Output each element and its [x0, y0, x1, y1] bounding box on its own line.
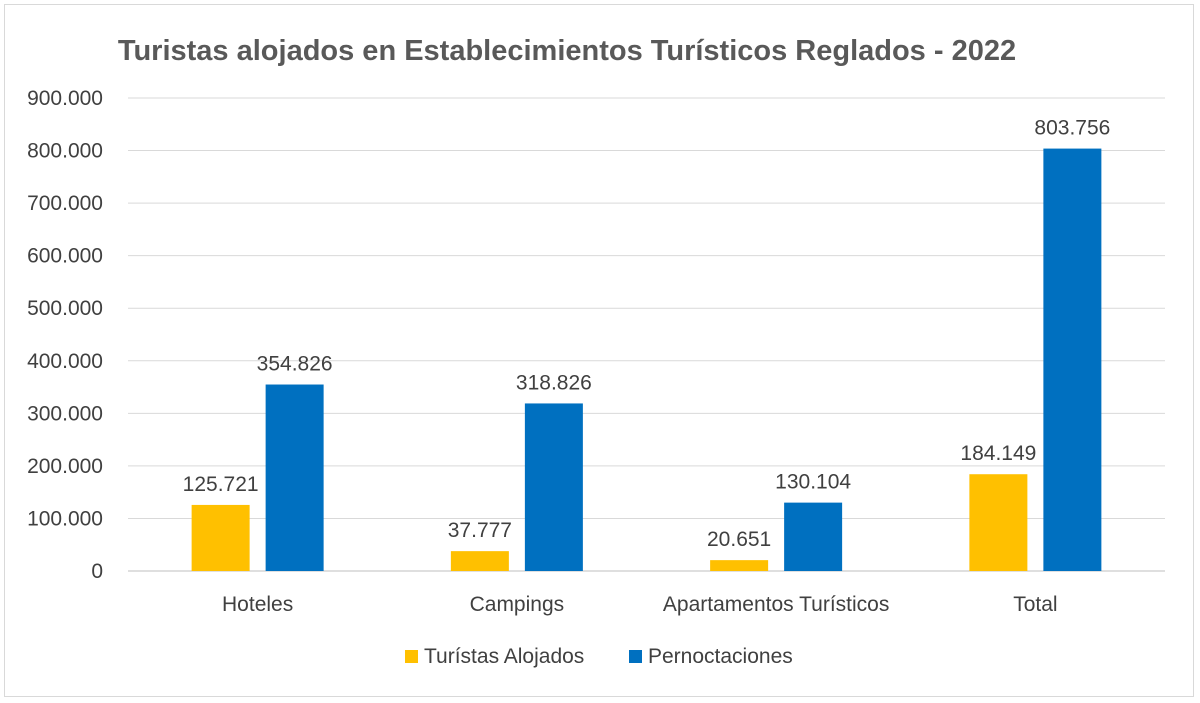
data-label: 130.104: [775, 471, 851, 494]
x-tick-label: Campings: [470, 593, 565, 616]
data-label: 20.651: [707, 528, 771, 551]
bars: 125.721 354.826 37.777 318.826 20.651 130.104…: [183, 117, 1110, 571]
x-tick-label: Total: [1013, 593, 1057, 616]
y-tick-label: 800.000: [27, 140, 103, 163]
x-tick-label: Apartamentos Turísticos: [663, 593, 889, 616]
y-tick-label: 600.000: [27, 245, 103, 268]
data-label: 125.721: [183, 473, 259, 496]
bar-turistas: [969, 474, 1028, 571]
y-tick-label: 100.000: [27, 507, 103, 530]
y-tick-label: 400.000: [27, 350, 103, 373]
y-axis: 0 100.000 200.000 300.000 400.000 500.000 600.…: [27, 87, 103, 583]
data-label: 184.149: [960, 442, 1036, 465]
bar-pernoctaciones: [524, 403, 583, 571]
legend-swatch: [629, 650, 642, 663]
bar-turistas: [450, 551, 509, 571]
data-label: 318.826: [516, 371, 592, 394]
bar-pernoctaciones: [784, 502, 843, 571]
data-label: 37.777: [448, 519, 512, 542]
bar-turistas: [710, 560, 769, 571]
legend-label: Pernoctaciones: [648, 645, 793, 668]
data-label: 803.756: [1034, 117, 1110, 140]
bar-pernoctaciones: [1043, 148, 1102, 571]
y-tick-label: 200.000: [27, 455, 103, 478]
y-tick-label: 700.000: [27, 192, 103, 215]
chart-frame: [4, 4, 1194, 697]
legend: Turístas Alojados Pernoctaciones: [405, 645, 793, 668]
legend-swatch: [405, 650, 418, 663]
bar-pernoctaciones: [265, 384, 324, 571]
x-axis: Hoteles Campings Apartamentos Turísticos To…: [222, 593, 1058, 616]
legend-label: Turístas Alojados: [424, 645, 584, 668]
y-tick-label: 300.000: [27, 402, 103, 425]
x-tick-label: Hoteles: [222, 593, 293, 616]
y-tick-label: 0: [91, 560, 103, 583]
y-tick-label: 900.000: [27, 87, 103, 110]
y-tick-label: 500.000: [27, 297, 103, 320]
data-label: 354.826: [257, 353, 333, 376]
bar-turistas: [191, 504, 250, 571]
chart-title: Turistas alojados en Establecimientos Tu…: [118, 35, 1016, 67]
